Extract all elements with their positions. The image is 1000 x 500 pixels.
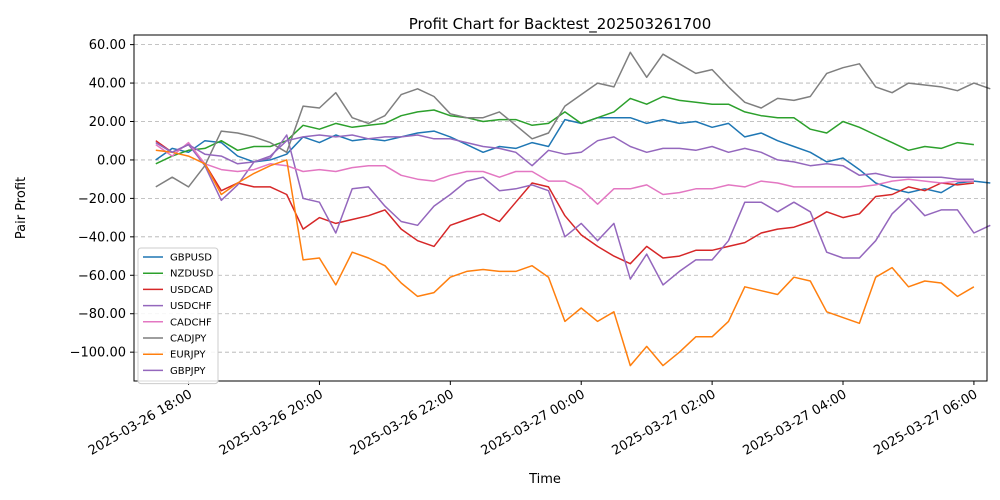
legend-label: NZDUSD bbox=[170, 269, 214, 280]
legend-box bbox=[137, 247, 219, 385]
y-tick-label: 60.00 bbox=[89, 38, 126, 53]
grid-lines bbox=[134, 44, 987, 353]
series-line-eurjpy bbox=[155, 149, 975, 367]
legend-label: USDCAD bbox=[170, 285, 213, 296]
y-axis: 60.00 40.00 20.00 0.00 −20.00 −40.00 −60.00 −80… bbox=[70, 38, 134, 361]
legend-label: GBPJPY bbox=[170, 366, 206, 377]
y-tick-label: −60.00 bbox=[78, 269, 126, 284]
x-tick-label: 2025-03-26 22:00 bbox=[348, 387, 457, 459]
series-line-gbpjpy bbox=[155, 134, 974, 180]
series-lines bbox=[155, 51, 991, 367]
x-axis: 2025-03-26 18:00 2025-03-26 20:00 2025-03-… bbox=[86, 381, 980, 459]
legend: GBPUSD NZDUSD USDCAD USDCHF CADCHF CADJPY EURJ… bbox=[137, 247, 219, 385]
series-line-usdchf bbox=[155, 134, 991, 286]
series-line-cadjpy bbox=[155, 51, 991, 188]
x-tick-label: 2025-03-26 18:00 bbox=[86, 387, 195, 459]
legend-label: GBPUSD bbox=[170, 253, 212, 264]
y-tick-label: 0.00 bbox=[97, 153, 126, 168]
series-line-usdcad bbox=[155, 140, 974, 265]
series-line-cadchf bbox=[155, 141, 974, 205]
chart-title: Profit Chart for Backtest_202503261700 bbox=[409, 15, 712, 34]
y-tick-label: 40.00 bbox=[89, 77, 126, 92]
x-axis-title: Time bbox=[528, 472, 561, 487]
x-tick-label: 2025-03-27 04:00 bbox=[740, 387, 849, 459]
legend-label: USDCHF bbox=[170, 301, 212, 312]
legend-label: CADCHF bbox=[170, 317, 212, 328]
plot-frame bbox=[133, 34, 988, 382]
legend-label: EURJPY bbox=[170, 350, 206, 361]
y-tick-label: −40.00 bbox=[78, 230, 126, 245]
y-axis-title: Pair Profit bbox=[14, 177, 29, 239]
x-tick-label: 2025-03-27 02:00 bbox=[610, 387, 719, 459]
series-line-gbpusd bbox=[155, 116, 991, 194]
y-tick-label: −80.00 bbox=[78, 307, 126, 322]
y-tick-label: −100.00 bbox=[70, 346, 126, 361]
x-tick-label: 2025-03-27 06:00 bbox=[871, 387, 980, 459]
legend-label: CADJPY bbox=[170, 334, 207, 345]
x-tick-label: 2025-03-27 00:00 bbox=[479, 387, 588, 459]
y-tick-label: 20.00 bbox=[89, 115, 126, 130]
x-tick-label: 2025-03-26 20:00 bbox=[217, 387, 326, 459]
y-tick-label: −20.00 bbox=[78, 192, 126, 207]
